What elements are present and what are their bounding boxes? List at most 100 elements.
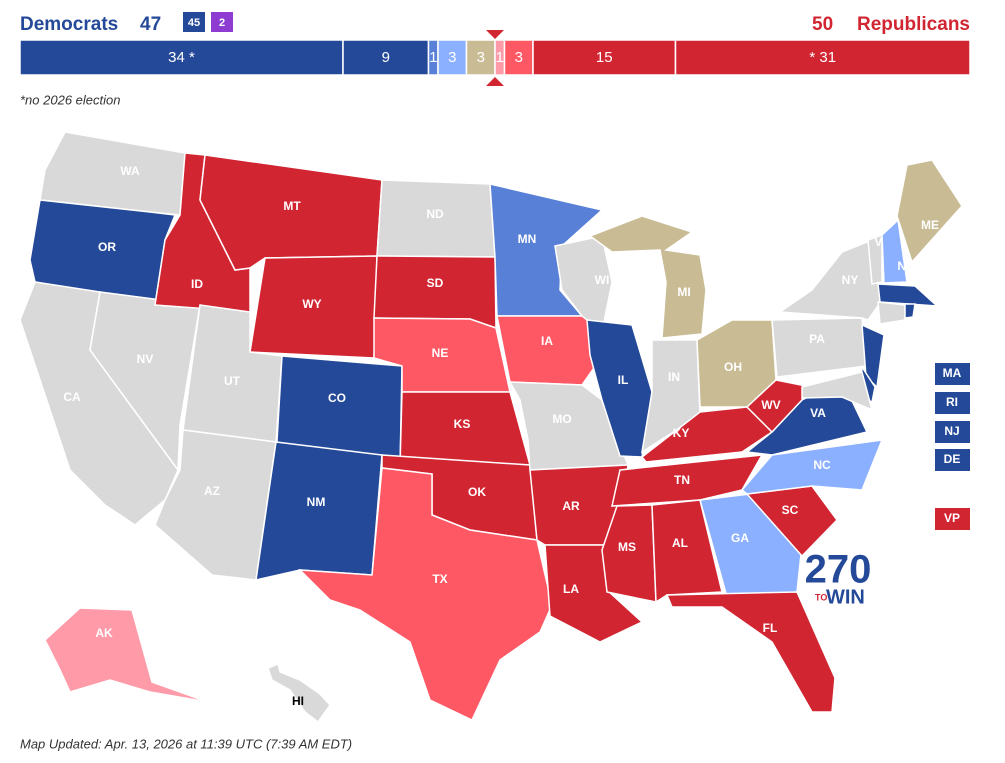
bar-label: * 31 bbox=[809, 49, 836, 66]
state bbox=[601, 504, 657, 603]
state-label: MN bbox=[518, 232, 537, 246]
state-label: NE bbox=[432, 346, 449, 360]
state-label: TN bbox=[674, 473, 690, 487]
state-label: HI bbox=[292, 694, 304, 708]
side-box-label: RI bbox=[946, 395, 958, 409]
bar-label: 9 bbox=[382, 49, 390, 66]
state-label: KY bbox=[673, 426, 690, 440]
state-label: SD bbox=[427, 276, 444, 290]
state-label: AK bbox=[95, 626, 113, 640]
bar-label: 1 bbox=[496, 49, 504, 66]
state-label: UT bbox=[224, 374, 241, 388]
state-label: MS bbox=[618, 540, 636, 554]
badge bbox=[183, 12, 205, 32]
state bbox=[801, 371, 874, 412]
state-label: MO bbox=[552, 412, 571, 426]
rep-total: 50 bbox=[812, 14, 833, 35]
dem-total: 47 bbox=[140, 14, 161, 35]
marker-bottom bbox=[486, 77, 504, 86]
state-label: NV bbox=[137, 352, 154, 366]
state-label: NM bbox=[307, 495, 326, 509]
state-label: VA bbox=[810, 406, 826, 420]
state-label: NH bbox=[897, 259, 914, 273]
state bbox=[651, 499, 723, 604]
state-label: WV bbox=[761, 398, 780, 412]
logo-number: 270 bbox=[805, 548, 872, 592]
state bbox=[877, 301, 906, 325]
state-label: KS bbox=[454, 417, 471, 431]
state bbox=[665, 591, 836, 713]
logo-win: WIN bbox=[826, 586, 865, 608]
state bbox=[777, 238, 883, 321]
side-box bbox=[935, 421, 970, 443]
state bbox=[489, 183, 604, 317]
bar-segment bbox=[19, 39, 344, 76]
state-label: GA bbox=[731, 531, 749, 545]
bar-segment bbox=[437, 39, 468, 76]
state-label: LA bbox=[563, 582, 579, 596]
state bbox=[699, 493, 803, 598]
state-label: OH bbox=[724, 360, 742, 374]
footer: Map Updated: Apr. 13, 2026 at 11:39 UTC … bbox=[20, 736, 352, 751]
state-label: WY bbox=[302, 297, 321, 311]
dem-label: Democrats bbox=[20, 14, 118, 35]
state bbox=[373, 255, 497, 330]
state bbox=[255, 441, 383, 581]
bar-label: 3 bbox=[477, 49, 485, 66]
state-label: NY bbox=[842, 273, 859, 287]
badge bbox=[211, 12, 233, 32]
bar-segment bbox=[532, 39, 677, 76]
bar-segment bbox=[503, 39, 534, 76]
bar-label: 15 bbox=[596, 49, 613, 66]
state bbox=[904, 303, 916, 319]
badge-text: 45 bbox=[188, 17, 200, 29]
bar-label: 3 bbox=[515, 49, 523, 66]
state-label: OR bbox=[98, 240, 116, 254]
side-box bbox=[935, 392, 970, 414]
state-label: AR bbox=[562, 499, 580, 513]
state-label: TX bbox=[432, 572, 447, 586]
state bbox=[586, 319, 653, 458]
badge-text: 2 bbox=[219, 17, 225, 29]
state-label: CO bbox=[328, 391, 346, 405]
state-label: FL bbox=[763, 621, 778, 635]
bar-label: 34 * bbox=[168, 49, 195, 66]
state-label: PA bbox=[809, 332, 825, 346]
state bbox=[881, 218, 908, 284]
side-box-label: VP bbox=[944, 511, 960, 525]
side-box-label: DE bbox=[944, 452, 961, 466]
state-label: CA bbox=[63, 390, 81, 404]
state-label: ME bbox=[921, 218, 939, 232]
marker-top bbox=[486, 30, 504, 39]
logo: 270 TO WIN bbox=[805, 548, 872, 609]
rep-label: Republicans bbox=[857, 14, 970, 35]
state-label: SC bbox=[782, 503, 799, 517]
state-label: NC bbox=[813, 458, 831, 472]
state bbox=[496, 315, 604, 386]
state bbox=[896, 159, 963, 264]
state-label: AZ bbox=[204, 484, 220, 498]
state-label: WA bbox=[120, 164, 140, 178]
state-label: IA bbox=[541, 334, 553, 348]
state bbox=[867, 233, 883, 285]
state-label: ND bbox=[426, 207, 444, 221]
state bbox=[588, 215, 707, 339]
state-label: MT bbox=[283, 199, 301, 213]
state bbox=[298, 467, 553, 722]
state bbox=[877, 283, 940, 307]
state-label: IL bbox=[618, 373, 629, 387]
state-label: MI bbox=[677, 285, 690, 299]
side-box bbox=[935, 449, 970, 471]
note: *no 2026 election bbox=[20, 92, 120, 107]
state-label: ID bbox=[191, 277, 203, 291]
bar-label: 1 bbox=[429, 49, 437, 66]
state-label: AL bbox=[672, 536, 688, 550]
bar-segment bbox=[674, 39, 971, 76]
state bbox=[44, 607, 209, 703]
state-label: WI bbox=[595, 273, 610, 287]
side-box bbox=[935, 363, 970, 385]
state bbox=[771, 317, 868, 378]
state bbox=[611, 454, 764, 507]
state-label: OK bbox=[468, 485, 486, 499]
bar-label: 3 bbox=[448, 49, 456, 66]
